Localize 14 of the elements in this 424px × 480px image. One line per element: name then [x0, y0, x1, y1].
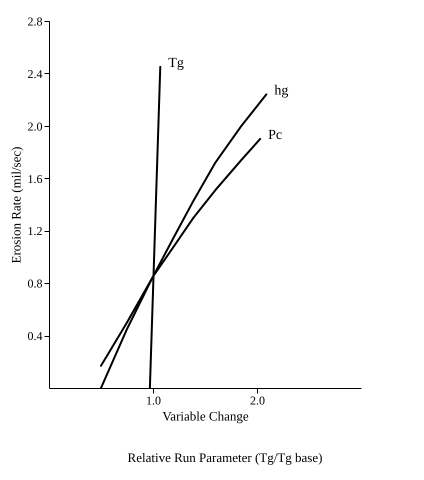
y-axis-title: Erosion Rate (mil/sec) — [8, 146, 24, 264]
series-label: Pc — [268, 128, 282, 143]
y-tick-label: 1.2 — [28, 224, 42, 238]
y-tick-label: 0.8 — [28, 276, 42, 291]
y-tick-label: 1.6 — [28, 172, 42, 186]
y-tick-label: 2.8 — [28, 14, 42, 28]
y-tick-label: 2.4 — [28, 66, 42, 81]
y-tick-label: 0.4 — [28, 329, 42, 344]
x-tick-label: 1.0 — [146, 394, 161, 408]
x-axis-title: Variable Change — [162, 408, 249, 424]
series-label: Tg — [168, 56, 184, 71]
y-tick-label: 2.0 — [28, 119, 42, 134]
text: Relative Run Parameter (Tg/Tg base) — [128, 450, 322, 465]
series-label: hg — [274, 83, 288, 98]
